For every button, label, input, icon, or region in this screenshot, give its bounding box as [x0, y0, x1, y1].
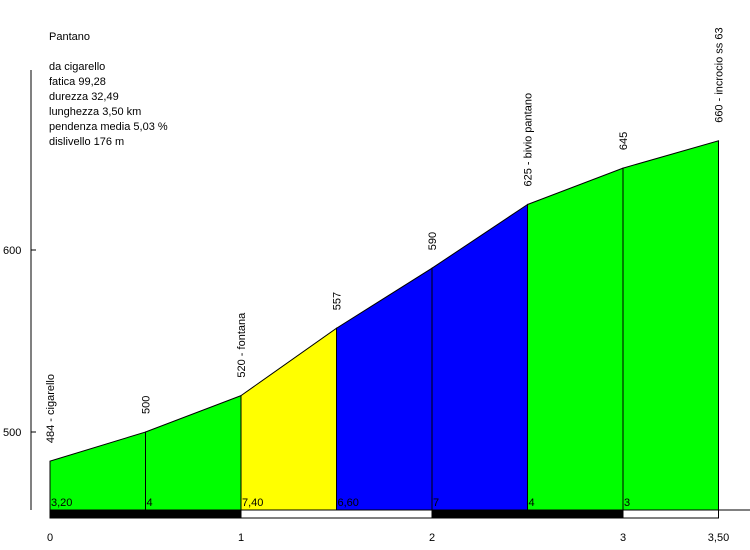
y-tick-label-0: 500 [3, 427, 21, 439]
segment-gradient-label-5: 4 [529, 497, 535, 509]
segment-gradient-label-3: 6,60 [338, 497, 359, 509]
dislivello-stat: dislivello 176 m [49, 136, 125, 148]
point-label-5: 625 - bivio pantano [523, 93, 535, 187]
point-label-6: 645 [618, 132, 630, 150]
chart-title: Pantano [49, 31, 90, 43]
point-label-3: 557 [332, 292, 344, 310]
segment-gradient-label-2: 7,40 [242, 497, 263, 509]
x-tick-label-0: 0 [47, 532, 53, 544]
point-label-4: 590 [427, 232, 439, 250]
point-label-7: 660 - incrocio ss 63 [714, 27, 726, 122]
durezza-stat: durezza 32,49 [49, 91, 119, 103]
x-tick-label-4: 3,50 [708, 532, 729, 544]
point-label-0: 484 - cigarello [45, 374, 57, 443]
x-tick-label-2: 2 [429, 532, 435, 544]
start-point-label: da cigarello [49, 61, 106, 73]
fatica-stat: fatica 99,28 [49, 76, 106, 88]
point-label-1: 500 [141, 396, 153, 414]
x-tick-label-3: 3 [620, 532, 626, 544]
km-bar-block-3 [622, 509, 719, 519]
lunghezza-stat: lunghezza 3,50 km [49, 106, 142, 118]
km-bar-block-0 [49, 509, 242, 519]
profile-segment-6 [622, 140, 719, 511]
y-tick-label-1: 600 [3, 245, 21, 257]
km-bar-block-2 [431, 509, 624, 519]
segment-gradient-label-0: 3,20 [51, 497, 72, 509]
x-tick-label-1: 1 [238, 532, 244, 544]
profile-segment-2 [240, 327, 337, 511]
pendenza-stat: pendenza media 5,03 % [49, 121, 168, 133]
segment-gradient-label-4: 7 [433, 497, 439, 509]
profile-segment-3 [336, 267, 433, 511]
point-label-2: 520 - fontana [236, 312, 248, 378]
profile-segment-5 [527, 167, 624, 511]
segment-gradient-label-6: 3 [624, 497, 630, 509]
profile-segment-1 [145, 394, 242, 511]
profile-segment-4 [431, 203, 528, 511]
segment-gradient-label-1: 4 [147, 497, 153, 509]
km-bar-block-1 [240, 509, 433, 519]
